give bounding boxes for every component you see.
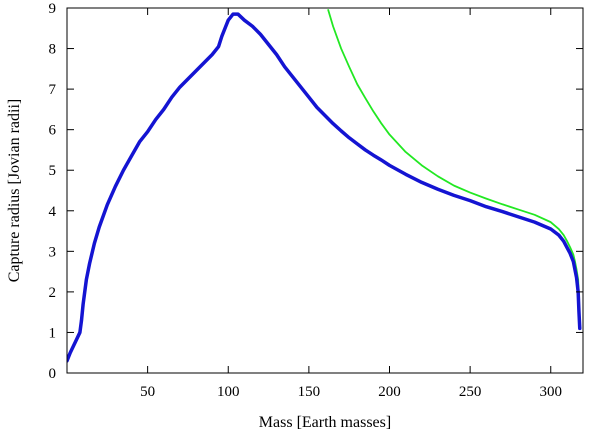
x-tick-label: 250 [459, 384, 482, 400]
y-tick-label: 5 [49, 163, 57, 179]
y-tick-label: 0 [49, 366, 57, 382]
y-axis-title: Capture radius [Jovian radii] [6, 99, 23, 283]
series-line-green [327, 9, 581, 330]
y-tick-label: 1 [49, 325, 57, 341]
y-tick-label: 8 [49, 42, 57, 58]
x-tick-label: 100 [217, 384, 240, 400]
tick-layer: 50 100 150 200 250 300 0 1 2 3 4 5 6 7 8 9 [49, 1, 583, 400]
y-tick-label: 7 [49, 82, 57, 98]
x-tick-label: 300 [540, 384, 563, 400]
y-tick-label: 2 [49, 285, 57, 301]
y-tick-label: 9 [49, 1, 57, 17]
y-tick-label: 6 [49, 123, 57, 139]
series-layer [67, 9, 582, 363]
y-tick-label: 3 [49, 244, 57, 260]
y-tick-label: 4 [49, 204, 57, 220]
x-tick-label: 200 [378, 384, 401, 400]
x-axis-title: Mass [Earth masses] [259, 414, 391, 431]
plot-area-frame [66, 7, 584, 374]
x-tick-label: 50 [140, 384, 155, 400]
series-line-blue [67, 12, 582, 363]
x-tick-label: 150 [298, 384, 321, 400]
